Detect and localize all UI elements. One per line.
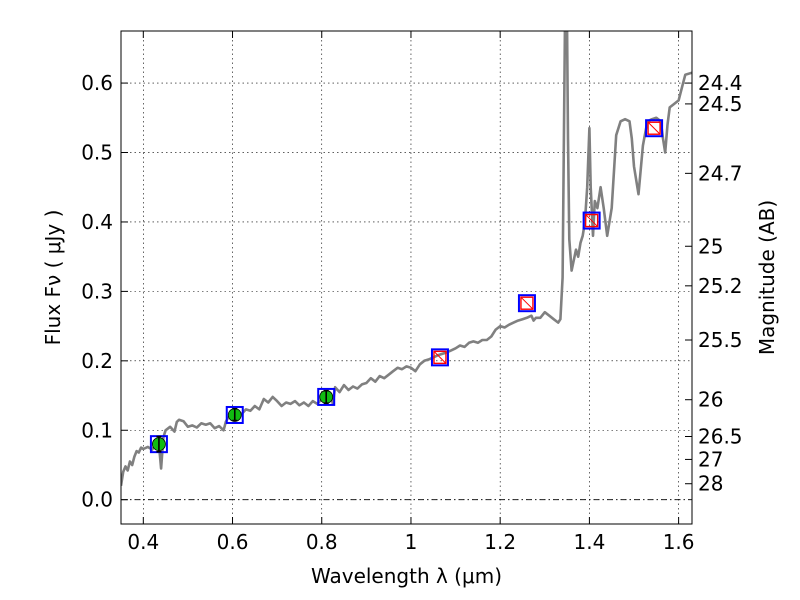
right-tick-label: 27 xyxy=(698,447,723,471)
detection-point xyxy=(149,435,168,454)
upper-limit-box xyxy=(433,350,447,365)
y-tick-label: 0.4 xyxy=(81,210,113,234)
right-tick-label: 24.7 xyxy=(698,161,743,185)
model-flux-box xyxy=(225,405,244,424)
upper-limit-box xyxy=(520,296,534,310)
grid xyxy=(121,31,692,524)
x-axis-title: Wavelength λ (μm) xyxy=(311,564,502,588)
y-tick-label: 0.5 xyxy=(81,141,113,165)
model-flux-box xyxy=(582,211,601,230)
y-axis-title: Flux Fν ( μJy ) xyxy=(41,210,65,346)
y-tick-label: 0.0 xyxy=(81,488,113,512)
right-tick-label: 24.5 xyxy=(698,92,743,116)
photometry-markers xyxy=(149,119,664,454)
right-axis-title: Magnitude (AB) xyxy=(755,200,779,355)
upper-limit-slash xyxy=(585,214,598,227)
detection-point xyxy=(317,387,336,406)
y-tick-label: 0.3 xyxy=(81,279,113,303)
right-tick-label: 26 xyxy=(698,388,723,412)
y-tick-label: 0.2 xyxy=(81,349,113,373)
upper-limit-box xyxy=(584,213,599,228)
x-tick-label: 0.4 xyxy=(127,530,159,554)
y-tick-label: 0.1 xyxy=(81,418,113,442)
axis-ticks: 0.4 0.6 0.8 1 1.2 1.4 1.6 0.0 0.1 0.2 0.3 0.4 0.5 0.6… xyxy=(81,31,743,554)
x-tick-label: 0.6 xyxy=(217,530,249,554)
right-tick-label: 25 xyxy=(698,234,723,258)
right-tick-label: 28 xyxy=(698,472,723,496)
model-point xyxy=(517,294,536,313)
x-tick-label: 1.6 xyxy=(663,530,695,554)
x-tick-label: 0.8 xyxy=(306,530,338,554)
upper-limit-slash xyxy=(520,296,534,310)
model-flux-box xyxy=(430,348,449,367)
detection-point xyxy=(225,405,244,424)
y-tick-label: 0.6 xyxy=(81,71,113,95)
right-tick-label: 25.5 xyxy=(698,328,743,352)
right-tick-label: 26.5 xyxy=(698,425,743,449)
model-flux-box xyxy=(317,387,336,406)
x-tick-label: 1.4 xyxy=(573,530,605,554)
sed-series-line xyxy=(121,31,692,487)
model-flux-box xyxy=(517,294,536,313)
right-tick-label: 25.2 xyxy=(698,274,743,298)
model-point xyxy=(430,348,449,367)
model-flux-box xyxy=(645,119,664,138)
upper-limit-slash xyxy=(647,121,661,135)
upper-limit-slash xyxy=(433,350,447,364)
upper-limit-box xyxy=(647,121,661,135)
plot-frame xyxy=(120,30,693,525)
x-tick-label: 1 xyxy=(405,530,418,554)
right-tick-label: 24.4 xyxy=(698,71,743,95)
model-point xyxy=(582,211,601,230)
x-tick-label: 1.2 xyxy=(484,530,516,554)
model-point xyxy=(645,119,664,138)
plot-content xyxy=(121,31,692,501)
